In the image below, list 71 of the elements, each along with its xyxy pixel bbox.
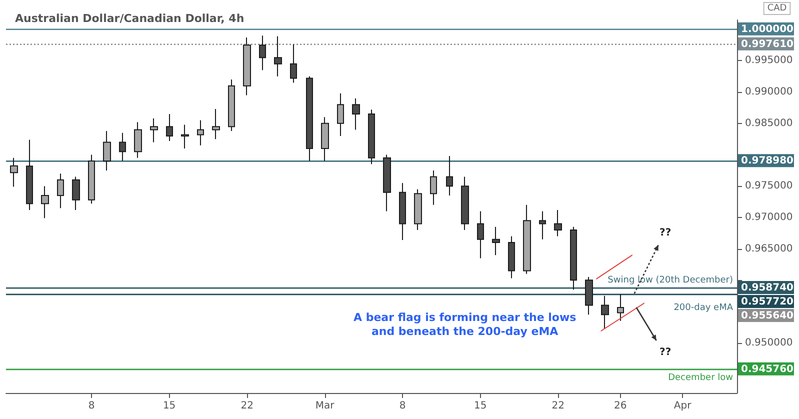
candlestick	[306, 76, 313, 162]
ref-line-label: 0.978980	[741, 156, 794, 167]
ref-line-label: 1.000000	[741, 24, 794, 35]
candlestick	[477, 210, 484, 259]
candlestick	[585, 276, 593, 316]
y-tick-label: 0.950000	[745, 337, 793, 348]
candlestick	[492, 226, 500, 256]
candlestick	[523, 204, 531, 274]
y-tick-label: 0.985000	[745, 118, 793, 129]
candlestick	[368, 109, 375, 165]
annotation: ??	[660, 228, 672, 239]
candlestick	[414, 188, 422, 231]
candlestick	[243, 37, 251, 96]
candlestick	[383, 154, 391, 212]
candlestick	[617, 293, 624, 322]
candlestick	[337, 92, 344, 136]
x-tick-label: Mar	[315, 400, 336, 412]
candlestick	[259, 35, 266, 71]
candlestick	[446, 156, 453, 196]
candlestick	[150, 118, 158, 143]
candlestick	[26, 139, 33, 210]
y-tick-label: 0.970000	[745, 212, 793, 223]
text: 0.955640	[741, 310, 794, 322]
candlestick	[430, 170, 437, 206]
candlestick	[72, 176, 80, 210]
text: CAD	[767, 4, 787, 14]
candlestick	[321, 116, 329, 162]
x-tick-label: 15	[162, 400, 176, 412]
ref-line-label: 0.997610	[741, 38, 794, 50]
chart-title: Australian Dollar/Canadian Dollar, 4h	[15, 12, 244, 25]
annotation: December low	[668, 372, 733, 383]
candlestick	[570, 226, 577, 290]
y-tick-label: 0.995000	[745, 55, 793, 66]
annotation: Swing low (20th December)	[608, 276, 733, 286]
candlestick	[57, 173, 64, 209]
annotation: ??	[660, 346, 672, 358]
candlestick	[508, 236, 515, 279]
candlestick	[290, 44, 297, 84]
x-tick-label: 22	[240, 400, 254, 412]
candlestick	[399, 182, 406, 241]
ref-line-label: 0.957720	[741, 296, 794, 308]
y-tick-label: 0.965000	[745, 243, 793, 254]
y-tick-label: 0.975000	[745, 180, 793, 192]
candlestick	[601, 295, 609, 330]
candlestick	[539, 210, 546, 240]
y-tick-label: 0.990000	[745, 86, 793, 98]
x-tick-label: 15	[474, 400, 487, 412]
x-tick-label: 8	[399, 400, 406, 412]
candlestick	[461, 176, 469, 231]
x-tick-label: 22	[552, 400, 565, 412]
candlestick	[119, 132, 126, 162]
candlestick	[212, 108, 220, 140]
candlestick	[134, 122, 142, 158]
candlestick	[274, 36, 282, 77]
annotation: A bear flag is forming near the lows and beneath the 200-day eMA	[353, 310, 577, 338]
candlestick	[197, 120, 204, 146]
x-tick-label: 8	[88, 400, 95, 412]
candlestick	[88, 154, 95, 204]
candlestick	[41, 186, 49, 219]
x-tick-label: Apr	[674, 400, 692, 412]
candlestick	[103, 130, 111, 171]
candlestick	[554, 209, 562, 237]
candlestick	[181, 124, 189, 150]
annotation: 200-day eMA	[674, 302, 734, 313]
candlestick	[352, 98, 360, 130]
candlestick	[10, 157, 18, 188]
ref-line-label: 0.958740	[741, 282, 794, 294]
x-tick-label: 26	[614, 400, 627, 412]
candlestick	[228, 79, 235, 132]
candlestick	[166, 114, 173, 142]
ref-line-label: 0.945760	[741, 364, 794, 375]
